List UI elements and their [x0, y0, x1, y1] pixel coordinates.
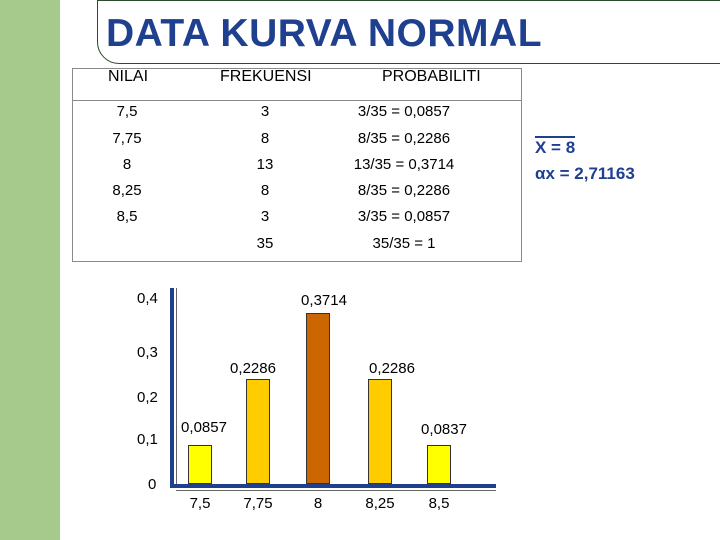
table-cell: 8,25 — [112, 182, 142, 199]
chart-bar — [306, 313, 330, 484]
y-tick-label: 0,2 — [137, 389, 158, 406]
mean-value: X = 8 — [535, 136, 576, 157]
table-cell: 3 — [260, 103, 270, 120]
bar-data-label: 0,2286 — [369, 360, 415, 377]
table-cell: 8 — [122, 156, 132, 173]
chart-bar — [246, 378, 270, 484]
table-cell: 3/35 = 0,0857 — [357, 208, 451, 225]
bar-data-label: 0,0857 — [181, 419, 227, 436]
bar-data-label: 0,0837 — [421, 421, 467, 438]
y-tick-label: 0 — [148, 476, 157, 493]
chart-bar — [188, 444, 212, 484]
data-table — [72, 68, 522, 262]
header-probabiliti: PROBABILITI — [382, 68, 481, 85]
x-tick-label: 8,5 — [428, 495, 450, 512]
table-cell: 8 — [260, 182, 270, 199]
table-cell: 35/35 = 1 — [372, 235, 436, 252]
y-tick-label: 0,1 — [137, 431, 158, 448]
table-background — [62, 64, 522, 264]
table-cell: 13/35 = 0,3714 — [353, 156, 455, 173]
header-nilai: NILAI — [108, 68, 149, 85]
bar-data-label: 0,3714 — [301, 292, 347, 309]
table-cell: 8/35 = 0,2286 — [357, 130, 451, 147]
y-tick-label: 0,3 — [137, 344, 158, 361]
table-cell: 3/35 = 0,0857 — [357, 103, 451, 120]
y-axis-shadow — [176, 288, 177, 486]
x-tick-label: 7,75 — [243, 495, 273, 512]
y-axis — [170, 288, 174, 486]
table-cell: 7,75 — [112, 130, 142, 147]
x-tick-label: 8 — [313, 495, 323, 512]
y-tick-label: 0,4 — [137, 290, 158, 307]
table-cell: 35 — [256, 235, 274, 252]
header-divider — [72, 100, 522, 101]
left-decoration-bar — [0, 0, 60, 540]
bar-data-label: 0,2286 — [230, 360, 276, 377]
slide-title: DATA KURVA NORMAL — [106, 12, 543, 55]
table-cell: 8 — [260, 130, 270, 147]
sigma-value: αx = 2,71163 — [535, 164, 635, 183]
x-axis — [170, 484, 496, 488]
table-cell: 13 — [256, 156, 274, 173]
x-axis-shadow — [176, 490, 496, 491]
chart-bar — [368, 378, 392, 484]
chart-bar — [427, 444, 451, 484]
x-tick-label: 7,5 — [189, 495, 211, 512]
table-cell: 8/35 = 0,2286 — [357, 182, 451, 199]
table-cell: 7,5 — [116, 103, 138, 120]
header-frekuensi: FREKUENSI — [220, 68, 312, 85]
x-tick-label: 8,25 — [365, 495, 395, 512]
title-frame — [97, 0, 720, 64]
table-cell: 8,5 — [116, 208, 138, 225]
table-cell: 3 — [260, 208, 270, 225]
